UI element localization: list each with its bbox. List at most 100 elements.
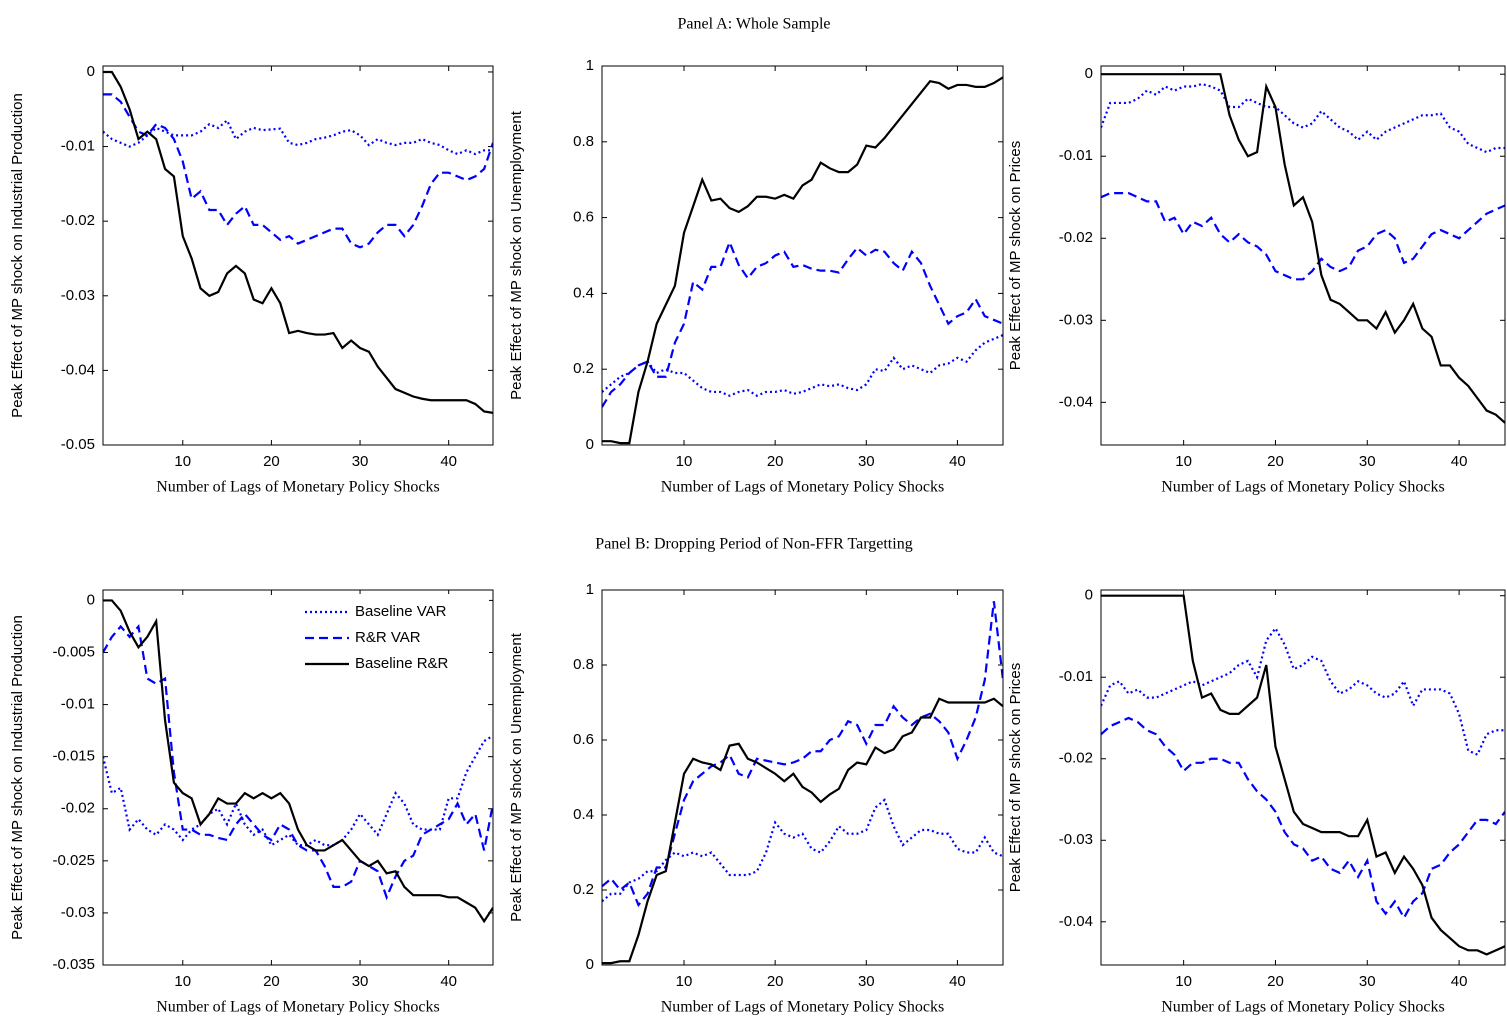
- y-axis-label: Peak Effect of MP shock on Prices: [1007, 663, 1024, 893]
- series-line: [602, 76, 1003, 445]
- x-tick-label: 30: [1359, 453, 1376, 470]
- y-tick-label: -0.02: [61, 800, 95, 817]
- legend-label: Baseline VAR: [355, 603, 447, 620]
- y-tick-label: -0.02: [1059, 229, 1093, 246]
- x-axis-label: Number of Lags of Monetary Policy Shocks: [661, 479, 945, 496]
- y-tick-label: -0.04: [1059, 393, 1093, 410]
- series-line: [602, 239, 1003, 408]
- y-tick-label: -0.04: [1059, 913, 1093, 930]
- y-tick-label: -0.05: [61, 436, 95, 453]
- y-tick-label: 0.6: [573, 731, 594, 748]
- x-axis-label: Number of Lags of Monetary Policy Shocks: [1161, 479, 1445, 496]
- y-tick-label: -0.01: [1059, 147, 1093, 164]
- series-line: [1101, 594, 1505, 956]
- x-axis-label: Number of Lags of Monetary Policy Shocks: [1161, 999, 1445, 1016]
- x-tick-label: 40: [440, 973, 457, 990]
- y-tick-label: -0.015: [52, 748, 95, 765]
- y-tick-label: -0.025: [52, 852, 95, 869]
- x-tick-label: 20: [263, 973, 280, 990]
- axes-box: [102, 65, 494, 446]
- x-tick-label: 40: [1451, 453, 1468, 470]
- x-tick-label: 10: [676, 973, 693, 990]
- y-tick-label: 0: [87, 591, 95, 608]
- x-tick-label: 30: [352, 973, 369, 990]
- series-line: [103, 623, 493, 901]
- x-tick-label: 20: [1267, 973, 1284, 990]
- plot-area: [1101, 590, 1505, 965]
- y-axis-label: Peak Effect of MP shock on Industrial Pr…: [9, 615, 26, 940]
- series-line: [1101, 192, 1505, 281]
- x-tick-label: 20: [1267, 453, 1284, 470]
- y-tick-label: 0.8: [573, 656, 594, 673]
- x-tick-label: 40: [949, 453, 966, 470]
- x-axis-label: Number of Lags of Monetary Policy Shocks: [156, 479, 440, 496]
- x-axis-label: Number of Lags of Monetary Policy Shocks: [156, 999, 440, 1016]
- plot-lines: [602, 76, 1003, 445]
- plot-lines: [103, 70, 493, 415]
- legend-box: [297, 594, 489, 682]
- y-tick-label: 0.6: [573, 209, 594, 226]
- y-axis-label: Peak Effect of MP shock on Industrial Pr…: [9, 93, 26, 418]
- plot-lines: [602, 601, 1003, 965]
- x-tick-label: 30: [858, 453, 875, 470]
- panel-title: Panel B: Dropping Period of Non-FFR Targ…: [595, 536, 912, 553]
- plot-area: [103, 66, 493, 445]
- series-line: [1101, 716, 1505, 920]
- series-line: [103, 93, 493, 249]
- plot-lines: [1101, 73, 1505, 424]
- plot-lines: [1101, 594, 1505, 956]
- y-tick-label: -0.035: [52, 956, 95, 973]
- y-tick-label: -0.03: [61, 904, 95, 921]
- axes-box: [601, 65, 1004, 446]
- y-tick-label: 0: [586, 956, 594, 973]
- y-axis-label: Peak Effect of MP shock on Unemployment: [508, 632, 525, 922]
- x-tick-label: 30: [1359, 973, 1376, 990]
- x-tick-label: 20: [263, 453, 280, 470]
- axes-box: [601, 589, 1004, 966]
- x-tick-label: 10: [174, 973, 191, 990]
- panel-title: Panel A: Whole Sample: [677, 16, 830, 33]
- axes-box: [1100, 65, 1506, 446]
- y-tick-label: -0.03: [1059, 311, 1093, 328]
- y-tick-label: 0.2: [573, 360, 594, 377]
- x-tick-label: 10: [1175, 453, 1192, 470]
- x-tick-label: 40: [1451, 973, 1468, 990]
- series-line: [1101, 82, 1505, 154]
- plot-area: [602, 66, 1003, 445]
- series-line: [103, 118, 493, 156]
- y-axis-label: Peak Effect of MP shock on Prices: [1007, 141, 1024, 371]
- y-tick-label: 0: [1085, 65, 1093, 82]
- plot-area: [1101, 66, 1505, 445]
- y-tick-label: 0: [1085, 587, 1093, 604]
- y-tick-label: -0.005: [52, 643, 95, 660]
- y-tick-label: 1: [586, 57, 594, 74]
- x-tick-label: 40: [949, 973, 966, 990]
- x-tick-label: 10: [676, 453, 693, 470]
- y-tick-label: 0.4: [573, 284, 594, 301]
- y-tick-label: 0.2: [573, 881, 594, 898]
- plot-lines: [103, 599, 493, 924]
- axes-box: [102, 589, 494, 966]
- y-tick-label: 0: [87, 63, 95, 80]
- series-line: [602, 601, 1003, 908]
- legend-label: R&R VAR: [355, 629, 421, 646]
- y-tick-label: 0: [586, 436, 594, 453]
- y-tick-label: -0.01: [61, 696, 95, 713]
- y-tick-label: 1: [586, 581, 594, 598]
- x-tick-label: 40: [440, 453, 457, 470]
- series-line: [602, 697, 1003, 965]
- y-tick-label: -0.01: [1059, 668, 1093, 685]
- series-line: [1101, 73, 1505, 424]
- y-tick-label: -0.02: [61, 212, 95, 229]
- axes-box: [1100, 589, 1506, 966]
- x-tick-label: 20: [767, 973, 784, 990]
- x-tick-label: 10: [174, 453, 191, 470]
- legend-label: Baseline R&R: [355, 655, 449, 672]
- y-tick-label: -0.04: [61, 361, 95, 378]
- x-axis-label: Number of Lags of Monetary Policy Shocks: [661, 999, 945, 1016]
- y-tick-label: 0.8: [573, 133, 594, 150]
- y-tick-label: -0.02: [1059, 750, 1093, 767]
- y-tick-label: 0.4: [573, 806, 594, 823]
- series-line: [103, 734, 493, 847]
- y-tick-label: -0.01: [61, 138, 95, 155]
